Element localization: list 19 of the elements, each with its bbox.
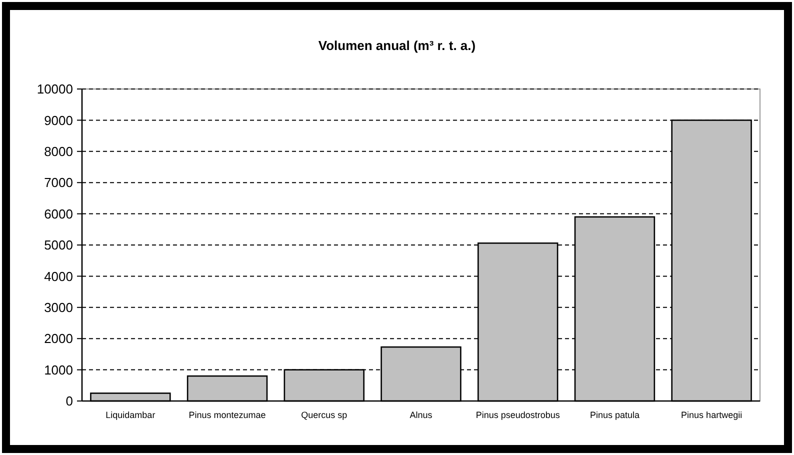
- y-tick-label: 5000: [44, 238, 73, 253]
- y-tick-label: 9000: [44, 112, 73, 128]
- y-tick-label: 0: [66, 394, 73, 409]
- chart-title: Volumen anual (m³ r. t. a.): [318, 38, 476, 53]
- y-tick-label: 4000: [44, 268, 73, 284]
- y-tick-label: 6000: [44, 206, 73, 222]
- x-tick-label: Pinus patula: [590, 410, 640, 420]
- x-tick-label: Quercus sp: [301, 410, 348, 420]
- x-tick-label: Pinus hartwegii: [681, 410, 742, 420]
- y-tick-label: 1000: [44, 362, 73, 378]
- y-tick-label: 10000: [36, 82, 73, 97]
- x-tick-label: Alnus: [410, 410, 433, 420]
- x-tick-label: Pinus pseudostrobus: [476, 410, 560, 420]
- y-tick-label: 8000: [44, 144, 73, 159]
- x-tick-label: Pinus montezumae: [188, 410, 266, 420]
- y-tick-label: 7000: [44, 175, 73, 190]
- y-tick-label: 2000: [44, 331, 73, 346]
- y-tick-label: 3000: [44, 300, 73, 315]
- x-tick-label: Liquidambar: [106, 410, 156, 420]
